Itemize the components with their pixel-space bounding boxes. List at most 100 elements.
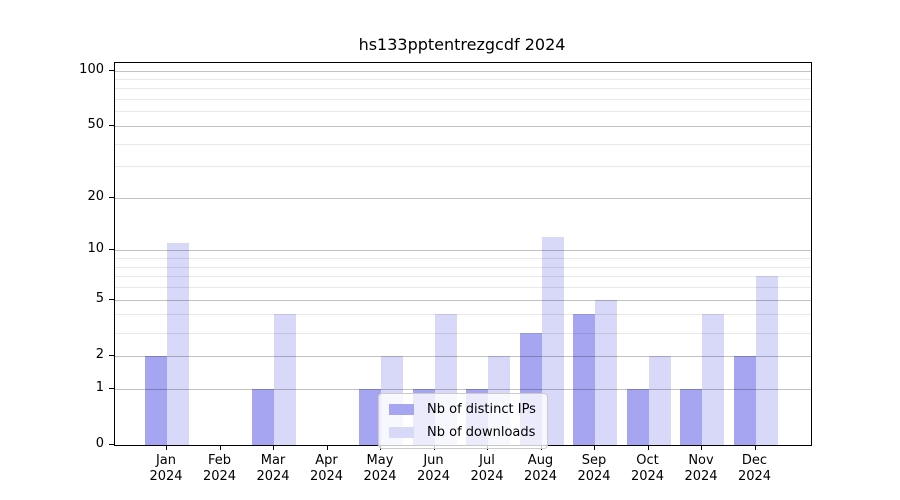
minor-gridline bbox=[115, 314, 811, 316]
major-gridline bbox=[115, 299, 811, 301]
x-tick-mark bbox=[594, 445, 595, 450]
x-tick-mark bbox=[326, 445, 328, 450]
minor-gridline bbox=[115, 78, 811, 80]
y-tick-label: 1 bbox=[95, 379, 104, 395]
month-label: Apr bbox=[315, 453, 338, 468]
legend-label-downloads: Nb of downloads bbox=[427, 425, 536, 440]
bar-distinct-ips bbox=[573, 314, 595, 445]
x-tick-label: Nov 2024 bbox=[669, 453, 733, 485]
major-gridline bbox=[115, 125, 811, 127]
x-tick-label: Aug 2024 bbox=[509, 453, 573, 485]
bar-downloads bbox=[702, 314, 724, 445]
x-tick-mark bbox=[701, 445, 702, 450]
bar-downloads bbox=[541, 236, 564, 445]
month-label: Nov bbox=[688, 453, 714, 468]
month-label: Sep bbox=[581, 453, 607, 468]
minor-gridline bbox=[115, 332, 811, 334]
legend: Nb of distinct IPs Nb of downloads bbox=[378, 393, 548, 449]
x-tick-label: May 2024 bbox=[348, 453, 412, 485]
bar-distinct-ips bbox=[680, 388, 702, 445]
major-gridline bbox=[115, 388, 811, 390]
y-tick-label: 2 bbox=[95, 346, 104, 362]
legend-item-downloads: Nb of downloads bbox=[389, 425, 536, 440]
year-label: 2024 bbox=[416, 469, 451, 484]
x-tick-label: Jan 2024 bbox=[134, 453, 198, 485]
y-tick-label: 100 bbox=[79, 61, 104, 77]
bar-downloads bbox=[274, 314, 296, 445]
major-gridline bbox=[115, 250, 811, 252]
bar-distinct-ips bbox=[733, 355, 756, 445]
y-tick-mark bbox=[109, 354, 114, 356]
grid-layer bbox=[115, 63, 811, 445]
year-label: 2024 bbox=[523, 469, 558, 484]
x-tick-label: Mar 2024 bbox=[241, 453, 305, 485]
y-tick-label: 0 bbox=[95, 436, 104, 451]
y-tick-mark bbox=[109, 444, 114, 445]
year-label: 2024 bbox=[256, 469, 290, 484]
minor-gridline bbox=[115, 99, 811, 101]
major-gridline bbox=[115, 197, 811, 199]
year-label: 2024 bbox=[470, 469, 504, 484]
legend-label-distinct-ips: Nb of distinct IPs bbox=[427, 402, 536, 417]
year-label: 2024 bbox=[309, 469, 344, 484]
x-tick-mark bbox=[647, 445, 649, 450]
x-tick-mark bbox=[219, 445, 221, 450]
month-label: Feb bbox=[207, 453, 232, 468]
y-tick-mark bbox=[109, 69, 114, 71]
year-label: 2024 bbox=[577, 469, 611, 484]
x-tick-mark bbox=[273, 445, 274, 450]
x-tick-mark bbox=[754, 445, 756, 450]
x-tick-label: Sep 2024 bbox=[562, 453, 626, 485]
legend-item-distinct-ips: Nb of distinct IPs bbox=[389, 402, 536, 417]
minor-gridline bbox=[115, 276, 811, 278]
year-label: 2024 bbox=[684, 469, 718, 484]
bar-distinct-ips bbox=[145, 355, 167, 445]
y-tick-label: 20 bbox=[87, 188, 104, 204]
x-tick-label: Oct 2024 bbox=[616, 453, 680, 485]
x-tick-label: Apr 2024 bbox=[295, 453, 359, 485]
y-tick-label: 50 bbox=[87, 116, 104, 132]
bar-downloads bbox=[648, 355, 671, 445]
year-label: 2024 bbox=[630, 469, 665, 484]
y-tick-mark bbox=[109, 387, 114, 389]
x-tick-label: Jul 2024 bbox=[455, 453, 519, 485]
legend-swatch-downloads bbox=[389, 427, 414, 438]
y-tick-mark bbox=[109, 298, 114, 300]
year-label: 2024 bbox=[149, 469, 183, 484]
minor-gridline bbox=[115, 287, 811, 289]
year-label: 2024 bbox=[363, 469, 397, 484]
major-gridline bbox=[115, 70, 811, 72]
month-label: Aug bbox=[527, 453, 554, 468]
x-tick-label: Dec 2024 bbox=[723, 453, 787, 485]
bar-downloads bbox=[595, 299, 617, 445]
x-tick-mark bbox=[166, 445, 167, 450]
legend-swatch-distinct-ips bbox=[389, 404, 414, 415]
minor-gridline bbox=[115, 266, 811, 268]
x-tick-label: Jun 2024 bbox=[402, 453, 466, 485]
month-label: Mar bbox=[260, 453, 286, 468]
month-label: Jul bbox=[479, 453, 495, 468]
y-tick-mark bbox=[109, 124, 114, 126]
month-label: May bbox=[366, 453, 394, 468]
chart-title: hs133pptentrezgcdf 2024 bbox=[358, 35, 566, 54]
month-label: Dec bbox=[741, 453, 768, 468]
minor-gridline bbox=[115, 258, 811, 260]
month-label: Jun bbox=[423, 453, 444, 468]
bar-distinct-ips bbox=[252, 388, 274, 445]
bar-distinct-ips bbox=[359, 388, 381, 445]
year-label: 2024 bbox=[737, 469, 772, 484]
minor-gridline bbox=[115, 88, 811, 90]
y-tick-label: 5 bbox=[95, 290, 104, 306]
year-label: 2024 bbox=[202, 469, 237, 484]
minor-gridline bbox=[115, 166, 811, 168]
bar-distinct-ips bbox=[626, 388, 649, 445]
month-label: Oct bbox=[636, 453, 659, 468]
minor-gridline bbox=[115, 111, 811, 113]
x-tick-label: Feb 2024 bbox=[188, 453, 252, 485]
bar-downloads bbox=[167, 243, 189, 445]
y-tick-mark bbox=[109, 196, 114, 198]
month-label: Jan bbox=[155, 453, 177, 468]
y-tick-mark bbox=[109, 249, 114, 251]
major-gridline bbox=[115, 355, 811, 357]
